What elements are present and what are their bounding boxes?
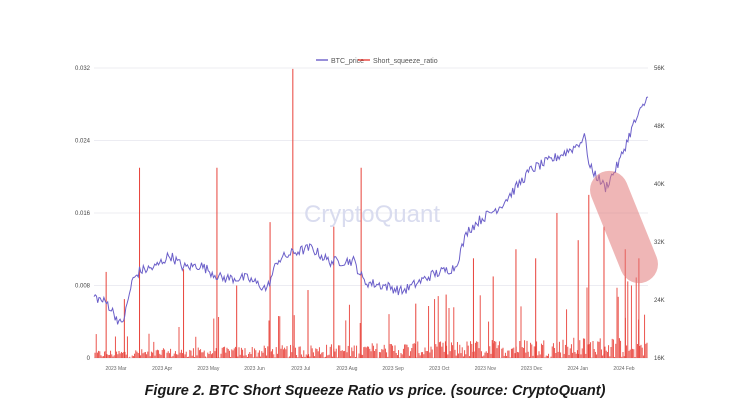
x-axis: 2023 Mar 2023 Apr 2023 May 2023 Jun 2023 Jul… — [105, 366, 634, 372]
watermark: CryptoQuant — [304, 201, 440, 228]
x-tick-label: 2023 May — [197, 366, 219, 372]
legend-label-btc-price: BTC_price — [331, 58, 364, 65]
y-left-tick-label: 0 — [87, 356, 91, 362]
x-tick-label: 2023 Nov — [475, 366, 497, 372]
x-tick-label: 2023 Aug — [336, 366, 357, 372]
y-right-tick-label: 24K — [654, 298, 665, 304]
x-tick-label: 2023 Mar — [105, 366, 126, 372]
x-tick-label: 2024 Jan — [568, 366, 589, 372]
y-left-tick-label: 0.008 — [75, 284, 91, 290]
x-tick-label: 2023 Sep — [382, 366, 404, 372]
y-right-tick-label: 56K — [654, 66, 665, 72]
y-left-tick-label: 0.032 — [75, 66, 91, 72]
figure-caption: Figure 2. BTC Short Squeeze Ratio vs pri… — [144, 383, 606, 399]
y-axis-right: 16K 24K 32K 40K 48K 56K — [654, 66, 665, 362]
x-tick-label: 2023 Jun — [244, 366, 265, 372]
legend-label-short-squeeze-ratio: Short_squeeze_ratio — [373, 58, 438, 65]
btc-price-line — [93, 96, 649, 325]
x-tick-label: 2023 Oct — [429, 366, 450, 372]
y-right-tick-label: 48K — [654, 124, 665, 130]
highlight-region — [590, 170, 658, 284]
x-tick-label: 2023 Jul — [291, 366, 310, 372]
x-tick-label: 2023 Apr — [152, 366, 172, 372]
x-tick-label: 2024 Feb — [613, 366, 634, 372]
y-right-tick-label: 32K — [654, 240, 665, 246]
y-left-tick-label: 0.016 — [75, 211, 91, 217]
y-axis-left: 0 0.008 0.016 0.024 0.032 — [75, 66, 91, 362]
short-squeeze-ratio-bars — [94, 68, 648, 358]
x-tick-label: 2023 Dec — [521, 366, 543, 372]
y-left-tick-label: 0.024 — [75, 139, 91, 145]
y-right-tick-label: 16K — [654, 356, 665, 362]
y-right-tick-label: 40K — [654, 182, 665, 188]
chart-legend: BTC_price Short_squeeze_ratio — [316, 58, 438, 65]
